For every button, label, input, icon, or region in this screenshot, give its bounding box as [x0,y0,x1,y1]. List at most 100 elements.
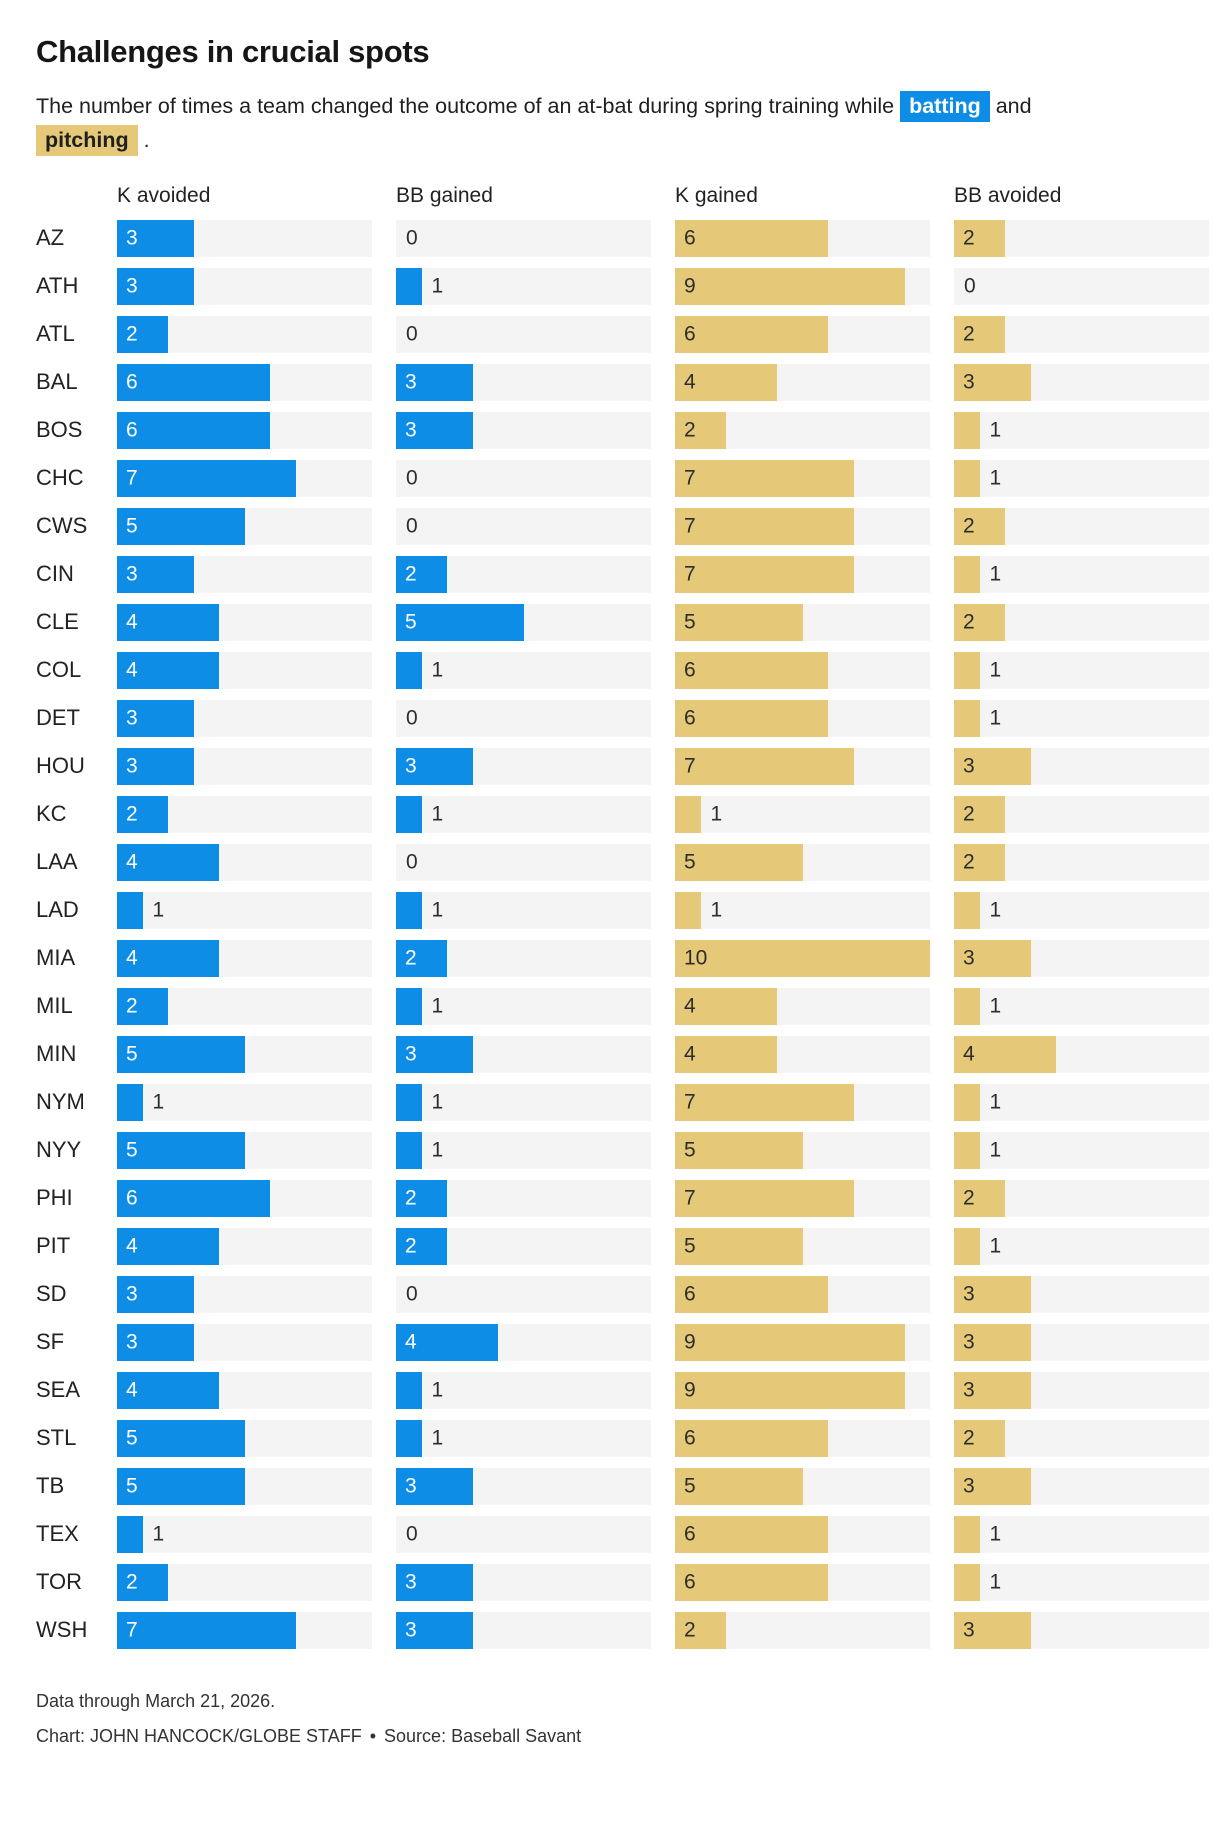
bar-value: 1 [989,1570,1002,1594]
bar-track: 2 [396,939,651,977]
batting-bar [117,1131,245,1169]
pitching-bar [954,1611,1031,1649]
bar-value: 0 [964,274,976,298]
pitching-bar [954,411,980,449]
bar-value: 4 [126,610,138,634]
batting-bar [396,795,422,833]
pitching-bar [675,315,828,353]
bar-track: 4 [675,987,930,1025]
batting-bar [396,747,473,785]
bar-value: 1 [989,418,1002,442]
bar-track: 7 [675,555,930,593]
bar-value: 1 [431,274,444,298]
bar-value: 6 [126,370,138,394]
batting-bar [117,699,194,737]
bar-value: 10 [684,946,708,970]
bar-track: 7 [675,1179,930,1217]
subtitle-prefix: The number of times a team changed the o… [36,94,901,118]
bar-value: 3 [963,946,975,970]
team-row-az: AZ 3 0 6 2 [36,219,1209,257]
batting-bar [396,1083,422,1121]
bar-value: 3 [126,1330,138,1354]
bar-track: 5 [117,1419,372,1457]
bar-track: 0 [954,267,1209,305]
pitching-bar [954,1179,1005,1217]
pitching-bar [954,1563,980,1601]
bar-track: 5 [396,603,651,641]
bar-track: 6 [675,699,930,737]
team-row-sd: SD 3 0 6 3 [36,1275,1209,1313]
bar-track: 4 [117,1227,372,1265]
team-label: TOR [36,1569,83,1595]
bar-value: 4 [684,370,696,394]
team-label: CHC [36,465,84,491]
team-label: MIL [36,993,73,1019]
bar-value: 6 [684,658,696,682]
team-row-cin: CIN 3 2 7 1 [36,555,1209,593]
team-label: LAA [36,849,78,875]
bar-value: 4 [405,1330,417,1354]
bar-track: 5 [117,1035,372,1073]
pitching-bar [675,1611,726,1649]
bullet-separator: • [369,1725,377,1746]
bar-track: 2 [954,795,1209,833]
bar-value: 9 [684,274,696,298]
batting-bar [117,795,168,833]
bar-value: 3 [405,1618,417,1642]
bar-track: 3 [396,1467,651,1505]
chart-title: Challenges in crucial spots [36,34,430,69]
bar-value: 2 [963,322,975,346]
batting-bar [396,1035,473,1073]
batting-bar [396,363,473,401]
bar-track: 5 [675,603,930,641]
bar-value: 3 [963,1378,975,1402]
subtitle-conjunction: and [989,94,1032,118]
team-label: COL [36,657,82,683]
team-row-bos: BOS 6 3 2 1 [36,411,1209,449]
bar-track: 2 [954,843,1209,881]
pitching-bar [954,1323,1031,1361]
pitching-bar [675,1371,905,1409]
pitching-bar [954,315,1005,353]
bar-track: 3 [954,1275,1209,1313]
bar-value: 2 [405,562,417,586]
bar-track: 7 [117,459,372,497]
bar-value: 4 [126,850,138,874]
bar-track: 4 [117,603,372,641]
batting-bar [396,1419,422,1457]
pitching-bar [675,219,828,257]
bar-value: 1 [989,658,1002,682]
team-label: KC [36,801,67,827]
bar-value: 1 [989,1522,1002,1546]
pitching-bar [954,795,1005,833]
team-label: WSH [36,1617,88,1643]
bar-track: 2 [396,1179,651,1217]
pitching-bar [954,363,1031,401]
pitching-bar [675,1563,828,1601]
bar-value: 7 [126,1618,138,1642]
batting-bar [117,1515,143,1553]
bar-track: 6 [675,651,930,689]
team-label: TB [36,1473,65,1499]
bar-value: 0 [406,1522,418,1546]
bar-track: 2 [954,219,1209,257]
batting-bar [396,891,422,929]
batting-bar [396,1179,447,1217]
bar-value: 5 [684,1138,696,1162]
bar-track: 1 [396,1371,651,1409]
bar-value: 0 [406,466,418,490]
bar-value: 1 [431,1090,444,1114]
bar-track: 3 [396,363,651,401]
pitching-bar [675,267,905,305]
bar-track: 3 [954,363,1209,401]
bar-value: 2 [963,610,975,634]
batting-bar [117,1275,194,1313]
bar-value: 6 [684,226,696,250]
bar-track: 3 [954,1371,1209,1409]
bar-value: 6 [126,1186,138,1210]
pitching-bar [675,1323,905,1361]
bar-value: 3 [963,1474,975,1498]
bar-track: 6 [675,315,930,353]
bar-track: 3 [954,1467,1209,1505]
batting-bar [117,891,143,929]
